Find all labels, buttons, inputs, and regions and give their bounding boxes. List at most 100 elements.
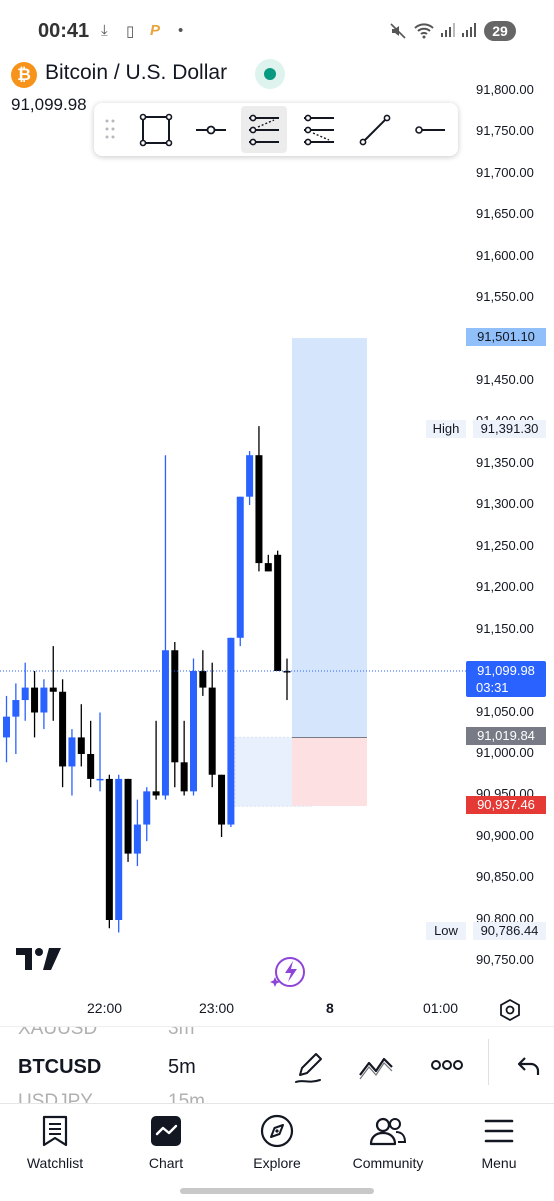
symbol-strip[interactable]: XAUUSD 3m BTCUSD 5m USDJPY 15m	[0, 1026, 554, 1104]
indicators-icon[interactable]	[357, 1051, 395, 1081]
menu-icon	[479, 1112, 519, 1150]
strip-divider	[488, 1039, 489, 1085]
candle	[283, 658, 291, 701]
price-axis-label: 91,550.00	[476, 289, 534, 304]
bitcoin-logo-icon: ₿	[11, 62, 37, 88]
short-position-tool-icon[interactable]	[296, 106, 342, 153]
high-label: High	[426, 420, 466, 438]
candle	[87, 720, 95, 788]
candle	[246, 451, 254, 505]
candle-body	[161, 650, 169, 796]
dot-icon: •	[178, 22, 184, 39]
target-zone[interactable]	[292, 338, 367, 738]
position-zones	[234, 338, 367, 807]
chart-settings-icon[interactable]	[498, 998, 522, 1022]
candle	[124, 778, 132, 862]
price-axis-label: 91,650.00	[476, 206, 534, 221]
nav-label: Watchlist	[26, 1155, 84, 1171]
candle	[255, 426, 263, 572]
candle	[105, 774, 113, 929]
candle-body	[227, 637, 235, 825]
candle-body	[199, 671, 207, 688]
candle	[40, 679, 48, 730]
candle-body	[171, 650, 179, 763]
next-symbol[interactable]: USDJPY	[18, 1091, 93, 1104]
candle	[96, 712, 104, 792]
candle	[227, 637, 235, 828]
header-last-price: 91,099.98	[11, 95, 87, 114]
candle	[208, 662, 216, 788]
watchlist-icon	[35, 1112, 75, 1150]
current-price-value: 91,099.98	[477, 663, 535, 678]
next-interval[interactable]: 15m	[168, 1091, 205, 1104]
candle	[21, 662, 29, 721]
low-label: Low	[426, 922, 466, 940]
time-axis-label: 22:00	[87, 1000, 123, 1016]
candle-body	[40, 687, 48, 713]
entry-price-tag: 91,019.84	[466, 727, 546, 745]
nav-menu[interactable]: Menu	[444, 1104, 554, 1184]
price-axis-label: 91,600.00	[476, 248, 534, 263]
candle-body	[3, 716, 10, 738]
nav-explore[interactable]: Explore	[222, 1104, 332, 1184]
current-symbol[interactable]: BTCUSD	[18, 1056, 102, 1078]
price-axis-label: 91,200.00	[476, 579, 534, 594]
drag-handle-icon[interactable]	[104, 118, 116, 140]
ai-assistant-icon[interactable]	[268, 955, 308, 991]
candle	[68, 729, 76, 796]
bottom-navigation: Watchlist Chart Explore Community Menu	[0, 1103, 554, 1201]
candle	[49, 646, 57, 721]
more-options-icon[interactable]	[430, 1058, 464, 1072]
prev-symbol[interactable]: XAUUSD	[18, 1026, 98, 1039]
tradingview-logo-icon	[16, 948, 61, 970]
signal-icon	[462, 23, 476, 37]
candle	[274, 550, 282, 671]
trend-line-tool-icon[interactable]	[352, 106, 398, 153]
time-axis-label: 23:00	[199, 1000, 235, 1016]
stop-price-tag: 90,937.46	[466, 796, 546, 814]
nav-community[interactable]: Community	[333, 1104, 443, 1184]
candle-body	[218, 774, 226, 825]
current-price-tag: 91,099.98 03:31	[466, 661, 546, 697]
candle-body	[236, 496, 244, 638]
battery-indicator: 29	[484, 21, 516, 41]
time-axis[interactable]	[0, 990, 554, 1026]
prev-interval[interactable]: 3m	[168, 1026, 195, 1039]
nav-chart[interactable]: Chart	[111, 1104, 221, 1184]
low-value-tag: 90,786.44	[473, 922, 546, 940]
time-axis-date-label: 8	[326, 1000, 334, 1016]
price-axis-label: 91,800.00	[476, 82, 534, 97]
market-status-indicator[interactable]	[255, 59, 285, 89]
candle	[152, 720, 160, 800]
horizontal-line-tool-icon[interactable]	[407, 106, 453, 153]
candle-body	[255, 455, 263, 564]
price-axis-label: 91,150.00	[476, 621, 534, 636]
status-time: 00:41	[38, 20, 90, 42]
price-chart[interactable]	[0, 60, 470, 990]
candle	[143, 787, 151, 842]
candle	[161, 455, 169, 800]
symbol-title[interactable]: Bitcoin / U.S. Dollar	[45, 61, 228, 84]
candle-body	[133, 824, 141, 854]
nav-label: Explore	[253, 1155, 301, 1171]
price-axis-label: 91,250.00	[476, 538, 534, 553]
candle-body	[143, 791, 151, 825]
horizontal-ray-tool-icon[interactable]	[188, 106, 234, 153]
candle-body	[115, 778, 123, 920]
price-axis-label: 91,300.00	[476, 496, 534, 511]
nav-watchlist[interactable]: Watchlist	[0, 1104, 110, 1184]
rectangle-tool-icon[interactable]	[133, 106, 179, 153]
nav-label: Chart	[148, 1155, 184, 1171]
drawing-toolbar	[94, 103, 458, 156]
current-interval[interactable]: 5m	[168, 1056, 196, 1078]
candle-body	[283, 671, 291, 673]
long-position-tool-icon[interactable]	[241, 106, 287, 153]
draw-pencil-icon[interactable]	[290, 1049, 326, 1085]
stop-zone[interactable]	[292, 737, 367, 806]
mute-icon	[390, 23, 406, 39]
candle	[12, 683, 20, 754]
candle	[59, 679, 67, 788]
price-axis-label: 91,050.00	[476, 704, 534, 719]
high-value-tag: 91,391.30	[473, 420, 546, 438]
undo-icon[interactable]	[516, 1055, 542, 1077]
